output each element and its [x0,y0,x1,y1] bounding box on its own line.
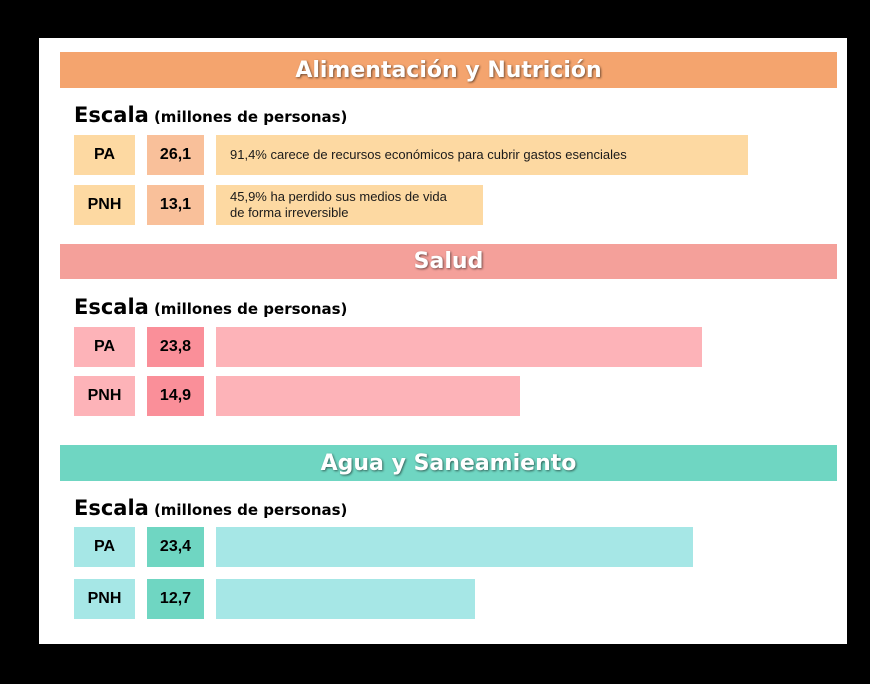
agua-header: Agua y Saneamiento [60,445,837,481]
agua-value-pa: 23,4 [147,527,204,567]
alimentacion-value-pnh: 13,1 [147,185,204,225]
agua-bar-pnh [216,579,475,619]
alimentacion-bar-pnh: 45,9% ha perdido sus medios de vida de f… [216,185,483,225]
scale-unit: (millones de personas) [153,501,348,519]
slide: Alimentación y Nutrición Escala (millones… [39,38,847,644]
salud-scale-title: Escala (millones de personas) [74,295,347,319]
agua-value-pnh: 12,7 [147,579,204,619]
salud-bar-pa [216,327,702,367]
scale-unit: (millones de personas) [153,108,348,126]
alimentacion-bar-pa: 91,4% carece de recursos económicos para… [216,135,748,175]
alimentacion-category-pa: PA [74,135,135,175]
agua-category-pnh: PNH [74,579,135,619]
scale-label: Escala [74,295,149,319]
agua-bar-pa [216,527,693,567]
alimentacion-value-pa: 26,1 [147,135,204,175]
agua-category-pa: PA [74,527,135,567]
salud-value-pnh: 14,9 [147,376,204,416]
salud-value-pa: 23,8 [147,327,204,367]
alimentacion-category-pnh: PNH [74,185,135,225]
scale-label: Escala [74,103,149,127]
alimentacion-header: Alimentación y Nutrición [60,52,837,88]
scale-label: Escala [74,496,149,520]
salud-bar-pnh [216,376,520,416]
agua-scale-title: Escala (millones de personas) [74,496,347,520]
salud-category-pa: PA [74,327,135,367]
alimentacion-scale-title: Escala (millones de personas) [74,103,347,127]
scale-unit: (millones de personas) [153,300,348,318]
salud-category-pnh: PNH [74,376,135,416]
salud-header: Salud [60,244,837,279]
